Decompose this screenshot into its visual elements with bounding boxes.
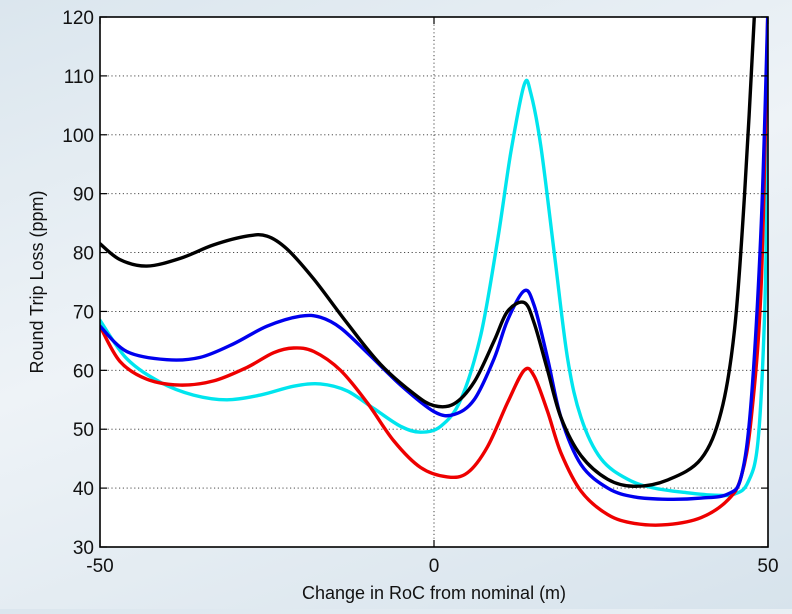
y-axis-label: Round Trip Loss (ppm) — [27, 190, 47, 373]
series-line-1 — [100, 17, 756, 489]
y-tick-label-100: 100 — [62, 126, 94, 147]
series-line-2 — [100, 17, 768, 502]
series-line-3 — [100, 17, 768, 527]
y-tick-label-80: 80 — [73, 244, 94, 265]
plot-area — [100, 17, 768, 547]
y-tick-label-90: 90 — [73, 185, 94, 206]
y-tick-label-30: 30 — [73, 538, 94, 559]
series-lines — [100, 17, 768, 527]
y-tick-label-50: 50 — [73, 420, 94, 441]
x-tick-label-50: 50 — [757, 556, 778, 577]
y-tick-label-120: 120 — [62, 8, 94, 29]
y-tick-label-40: 40 — [73, 479, 94, 500]
y-tick-label-70: 70 — [73, 302, 94, 323]
y-tick-label-110: 110 — [64, 67, 94, 88]
y-tick-label-60: 60 — [73, 361, 94, 382]
x-tick-label-0: 0 — [429, 556, 440, 577]
axis-ticks: 30 40 50 60 70 80 90 100 110 120 -50 0 50 — [62, 8, 778, 577]
grid-lines — [100, 17, 768, 547]
x-tick-label--50: -50 — [86, 556, 113, 577]
x-axis-label: Change in RoC from nominal (m) — [302, 583, 566, 603]
